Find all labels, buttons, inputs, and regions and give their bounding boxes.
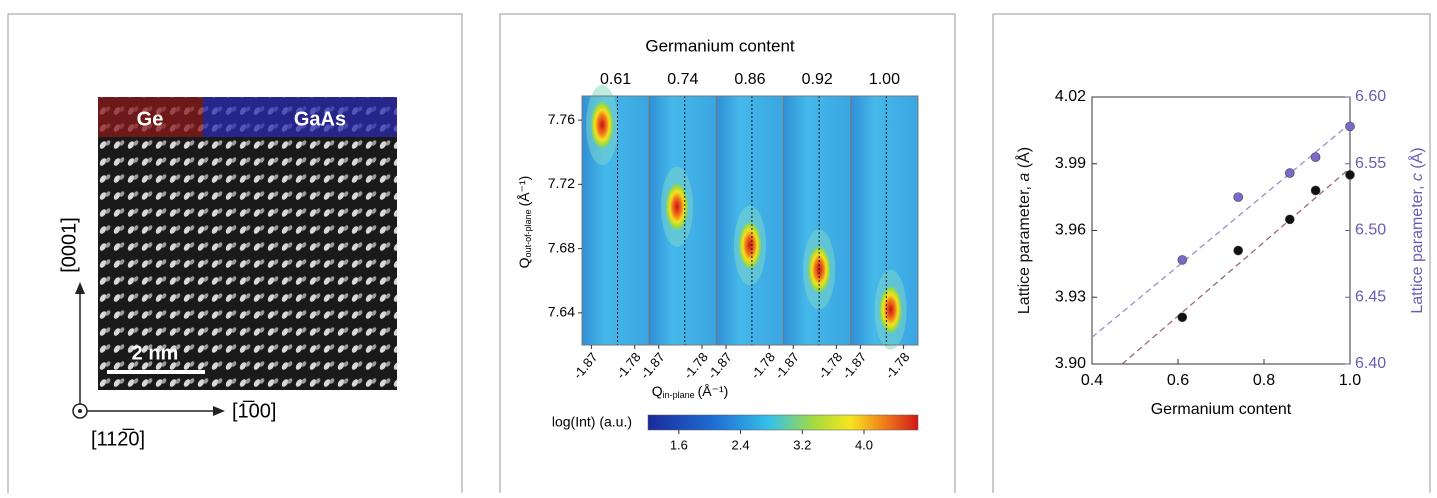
y-axis-label: Lattice parameter, c (Å) [1407,147,1426,313]
y-tick-label: 7.72 [548,175,575,191]
axis-label-unit: (Å) [1407,147,1426,173]
axis-label-unit: (Å⁻¹) [698,383,729,399]
y2-tick-label: 6.40 [1355,355,1386,372]
axis-label: [0001] [58,217,80,273]
axis-label-var: a [1016,173,1033,182]
axis-label-sub: in-plane [663,390,695,400]
axis-label-var: c [1409,173,1426,181]
axis-label-part: Q [516,257,532,268]
x-tick-label: -1.78 [748,349,779,381]
y-axis-label: Lattice parameter, a (Å) [1014,147,1033,314]
axis-label: [112̅0] [91,427,145,450]
panel-frame [7,13,463,498]
axis-label: [1̅00] [232,399,276,422]
colorbar-tick-label: 3.2 [793,437,811,452]
x-tick-label: -1.78 [815,349,846,381]
colorbar [647,414,919,431]
data-point [1310,152,1321,162]
colorbar-tick-label: 4.0 [855,437,873,452]
x-tick-label: 1.0 [1339,372,1361,389]
data-point [1345,170,1355,180]
y-tick-label: 3.90 [1055,355,1086,372]
data-point [1177,255,1188,265]
peak [878,284,903,335]
x-tick-label: -1.87 [772,349,803,381]
x-tick-label: -1.87 [637,349,668,381]
y2-tick-label: 6.50 [1355,222,1386,239]
axis-label-part: Q [652,383,663,399]
label: Ge [137,108,164,130]
axis-label-part: Lattice parameter, [1409,181,1426,314]
fit-line [1091,123,1351,338]
arrowhead [213,406,225,416]
plot-frame [1091,96,1351,365]
column-label: 0.61 [600,71,631,88]
peak [590,99,615,150]
y2-tick-label: 6.45 [1355,288,1386,305]
data-point [1177,312,1188,323]
x-tick-label: 0.6 [1167,372,1189,389]
colorbar-label: log(Int) (a.u.) [552,414,632,430]
x-tick-label: -1.87 [704,349,735,381]
data-point [1345,121,1355,132]
column-label: 0.74 [667,71,698,88]
peak [738,220,762,271]
axis-label: Qin-plane (Å⁻¹) [652,383,729,401]
data-point [1233,245,1243,256]
x-tick-label: -1.78 [680,349,711,381]
column-label: 1.00 [869,71,900,88]
peak [665,181,690,232]
column-label: 0.86 [734,71,765,88]
data-point [1233,192,1243,202]
x-tick-label: -1.78 [882,349,913,381]
axis-label-part: Lattice parameter, [1016,182,1033,315]
map-frame [850,95,919,346]
ge-region [98,97,203,137]
y-tick-label: 3.96 [1055,222,1086,239]
y-tick-label: 7.76 [548,111,575,127]
y2-tick-label: 6.60 [1355,88,1386,105]
y-tick-label: 7.68 [548,239,575,255]
y-tick-label: 3.99 [1055,155,1086,172]
x-tick-label: -1.87 [570,349,601,381]
x-tick-label: 0.8 [1253,372,1275,389]
x-tick-label: -1.87 [839,349,870,381]
colorbar-tick-label: 2.4 [732,437,750,452]
x-axis-label: Germanium content [1151,401,1292,418]
data-point [1285,214,1295,225]
y-tick-label: 3.93 [1055,288,1086,305]
data-point [1310,185,1321,196]
gaas-region [203,97,397,137]
x-tick-label: 0.4 [1081,372,1103,389]
axis-label-unit: (Å) [1014,147,1033,173]
label: GaAs [294,108,346,130]
arrowhead [75,282,85,294]
fit-line [1121,167,1351,365]
out-of-plane-marker [78,409,82,413]
panel-frame [992,13,1431,498]
x-tick-label: -1.78 [613,349,644,381]
colorbar-tick-label: 1.6 [670,437,688,452]
y-tick-label: 4.02 [1055,88,1086,105]
panel-frame [499,13,956,498]
scale-label: 2 nm [132,342,179,364]
data-point [1285,168,1295,178]
axis-label: Qout-of-plane (Å⁻¹) [516,176,534,269]
axis-label-unit: (Å⁻¹) [516,176,532,207]
y-tick-label: 7.64 [548,304,575,320]
axis-label-sub: out-of-plane [523,209,533,257]
y2-tick-label: 6.55 [1355,155,1386,172]
stem-image [98,97,397,390]
chart-title: Germanium content [645,36,795,55]
column-label: 0.92 [802,71,833,88]
